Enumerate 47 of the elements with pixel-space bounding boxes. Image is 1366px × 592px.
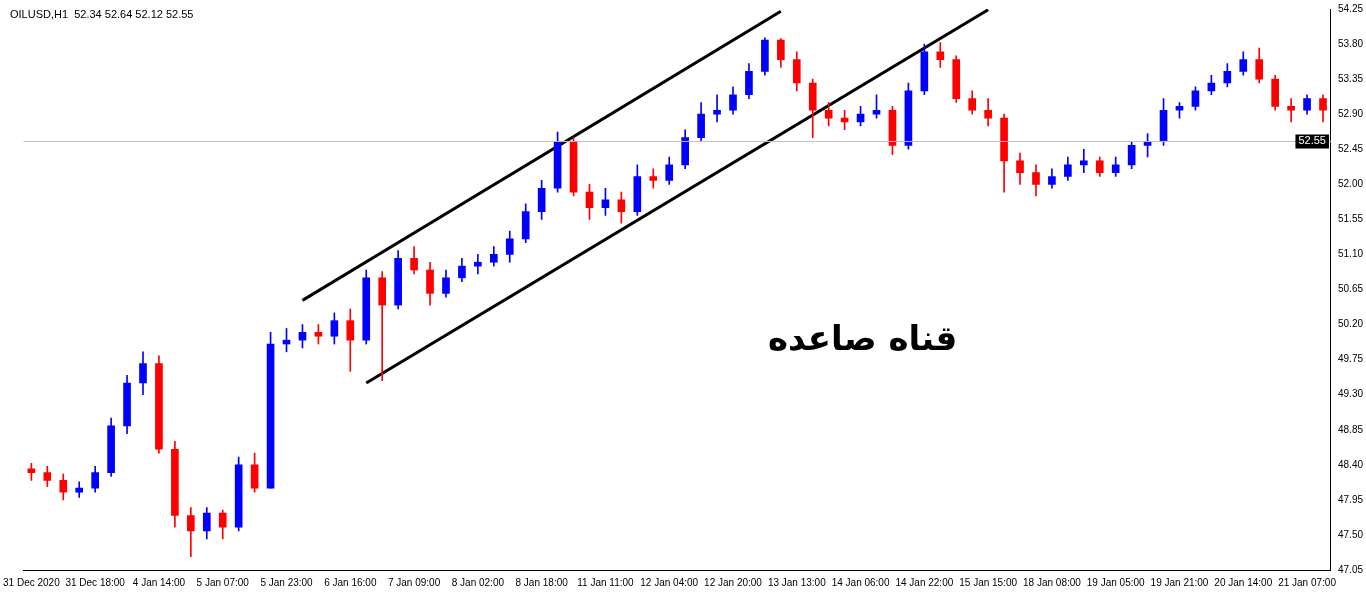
y-tick-label: 52.45 bbox=[1337, 143, 1364, 154]
y-tick-label: 49.30 bbox=[1337, 388, 1364, 400]
y-tick-label: 53.80 bbox=[1337, 37, 1364, 49]
x-tick-label: 6 Jan 16:00 bbox=[324, 576, 377, 588]
y-tick-label: 51.10 bbox=[1337, 248, 1364, 260]
y-tick-label: 47.95 bbox=[1337, 493, 1364, 505]
x-tick-label: 19 Jan 21:00 bbox=[1150, 576, 1209, 588]
y-tick-label: 50.20 bbox=[1337, 318, 1364, 330]
x-tick-label: 31 Dec 18:00 bbox=[65, 576, 126, 588]
ref-line-label: 52.55 bbox=[1298, 134, 1326, 147]
candlestick bbox=[713, 94, 721, 123]
y-tick-label: 50.65 bbox=[1337, 283, 1364, 295]
candlestick bbox=[1287, 98, 1295, 123]
x-tick-label: 12 Jan 04:00 bbox=[640, 576, 699, 588]
candlestick bbox=[649, 168, 658, 189]
x-tick-label: 13 Jan 13:00 bbox=[767, 576, 827, 588]
x-tick-label: 31 Dec 2020 bbox=[3, 576, 61, 588]
y-tick-label: 48.85 bbox=[1337, 423, 1364, 435]
x-tick-label: 8 Jan 18:00 bbox=[515, 576, 569, 588]
x-tick-label: 14 Jan 06:00 bbox=[831, 576, 890, 588]
y-tick-label: 47.05 bbox=[1337, 563, 1364, 575]
y-tick-label: 49.75 bbox=[1337, 353, 1364, 365]
annotation: قناه صاعده bbox=[768, 318, 958, 358]
y-tick-label: 48.40 bbox=[1337, 458, 1364, 470]
x-tick-label: 18 Jan 08:00 bbox=[1023, 576, 1082, 588]
x-tick-label: 19 Jan 05:00 bbox=[1086, 576, 1146, 588]
y-tick-label: 54.25 bbox=[1337, 2, 1364, 14]
y-tick-label: 53.35 bbox=[1337, 72, 1364, 84]
y-tick-label: 47.50 bbox=[1337, 528, 1364, 540]
x-tick-label: 12 Jan 20:00 bbox=[704, 576, 763, 588]
x-tick-label: 11 Jan 11:00 bbox=[577, 576, 635, 588]
x-tick-label: 7 Jan 09:00 bbox=[387, 576, 441, 588]
y-tick-label: 52.90 bbox=[1337, 107, 1364, 119]
y-tick-label: 51.55 bbox=[1337, 213, 1364, 225]
x-tick-label: 8 Jan 02:00 bbox=[451, 576, 505, 588]
candlestick bbox=[378, 271, 387, 381]
y-tick-label: 52.00 bbox=[1337, 178, 1364, 190]
candlestick bbox=[474, 254, 482, 275]
x-tick-label: 20 Jan 14:00 bbox=[1214, 576, 1273, 588]
x-tick-label: 14 Jan 22:00 bbox=[895, 576, 954, 588]
chart-title: OILUSD,H1 52.34 52.64 52.12 52.55 bbox=[10, 8, 194, 20]
candlestick bbox=[1079, 148, 1088, 173]
x-tick-label: 4 Jan 14:00 bbox=[132, 576, 186, 588]
x-tick-label: 5 Jan 23:00 bbox=[260, 576, 314, 588]
x-tick-label: 5 Jan 07:00 bbox=[196, 576, 250, 588]
x-tick-label: 21 Jan 07:00 bbox=[1278, 576, 1337, 588]
x-tick-label: 15 Jan 15:00 bbox=[959, 576, 1018, 588]
